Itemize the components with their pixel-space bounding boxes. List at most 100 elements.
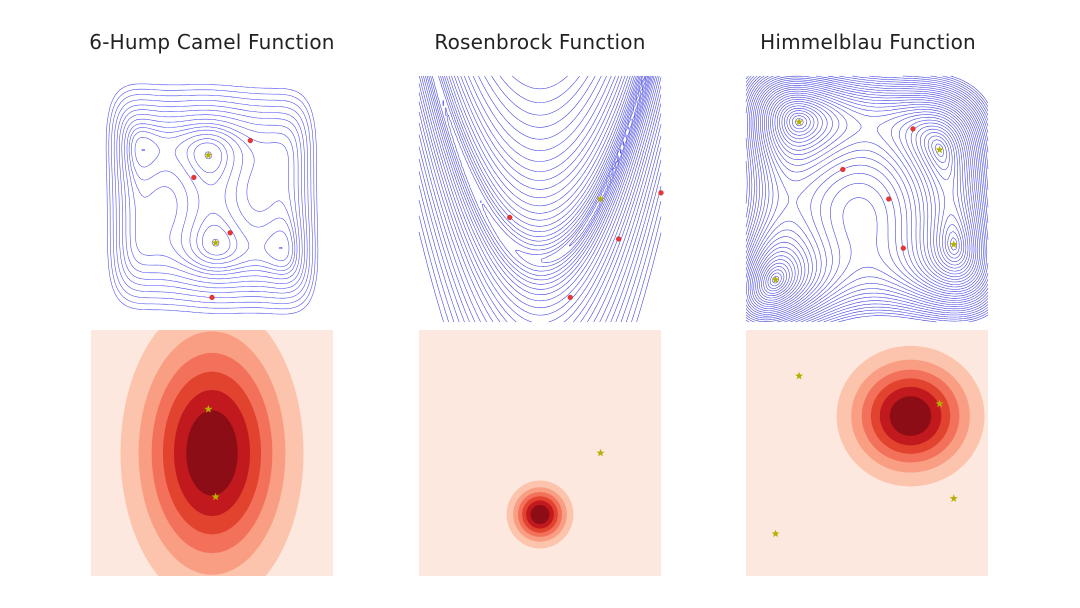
heatmap-band: [530, 504, 550, 525]
contour-line: [418, 215, 662, 323]
contour-line: [111, 94, 313, 304]
contour-line: [745, 86, 986, 315]
contour-line: [745, 75, 989, 323]
optimum-star: [771, 529, 780, 538]
contour-line: [745, 75, 989, 323]
optimum-star: [795, 117, 804, 126]
contour-line: [418, 75, 662, 323]
contour-line: [772, 118, 958, 284]
sample-point: [900, 245, 906, 251]
contour-line: [418, 75, 662, 323]
contour-line: [748, 90, 982, 311]
contour-line: [763, 107, 967, 294]
contour-line: [126, 123, 298, 275]
contour-line: [430, 75, 652, 285]
contour-line: [113, 99, 311, 299]
contour-line: [745, 75, 989, 323]
contour-line: [745, 75, 989, 323]
contour-line: [423, 75, 658, 308]
contour-line: [418, 75, 662, 323]
contour-line: [757, 101, 973, 301]
sample-point: [658, 190, 664, 196]
sample-point: [567, 294, 573, 301]
contour-line: [105, 83, 319, 315]
sample-point: [191, 174, 197, 181]
contour-line: [745, 75, 989, 323]
contour-line: [745, 83, 989, 319]
heatmap-panel-camel: [91, 330, 333, 576]
sample-point: [616, 236, 622, 242]
contour-line: [425, 75, 656, 302]
contour-line: [745, 75, 989, 323]
contour-line: [418, 200, 662, 323]
contour-line: [418, 75, 662, 323]
contour-line: [751, 94, 979, 307]
contour-line: [141, 138, 283, 260]
sample-point: [910, 126, 916, 132]
contour-line: [426, 75, 655, 295]
optimum-star: [935, 145, 944, 154]
contour-line: [769, 115, 960, 287]
contour-line: [745, 75, 989, 323]
contour-line: [116, 104, 308, 294]
panel-title-camel: 6-Hump Camel Function: [89, 30, 334, 54]
contour-line: [745, 85, 988, 317]
optimum-star: [596, 194, 605, 203]
contour-line: [134, 134, 290, 264]
contour-line: [418, 75, 662, 323]
optimum-star: [204, 150, 213, 159]
contour-line: [541, 75, 646, 263]
contour-panel-rosenbrock: [418, 75, 664, 323]
contour-line: [419, 75, 662, 323]
sample-point: [209, 294, 215, 301]
contour-line: [745, 81, 989, 321]
contour-line: [759, 103, 971, 299]
optimum-star: [935, 399, 944, 408]
optimum-star: [771, 275, 780, 284]
contour-line: [418, 231, 662, 323]
sample-point: [507, 214, 513, 221]
heatmap-band: [889, 396, 932, 436]
heatmap-panel-himmelblau: [746, 330, 988, 576]
optimum-star: [949, 494, 958, 502]
contour-line: [761, 105, 969, 296]
optimum-star: [204, 404, 213, 413]
contour-line: [745, 75, 989, 323]
contour-line: [418, 75, 662, 323]
contour-line: [755, 99, 975, 303]
heatmap-band: [186, 410, 238, 496]
contour-line: [568, 119, 632, 247]
contour-line: [418, 75, 662, 323]
contour-line: [480, 75, 649, 272]
optimum-star: [211, 492, 220, 501]
panel-title-himmelblau: Himmelblau Function: [760, 30, 976, 54]
panel-title-rosenbrock: Rosenbrock Function: [434, 30, 645, 54]
contour-line: [745, 77, 989, 323]
contour-line: [128, 126, 296, 272]
contour-line: [418, 75, 662, 323]
contour-line: [131, 129, 293, 269]
contour-line: [108, 88, 316, 310]
optimum-star: [211, 238, 220, 247]
contour-line: [746, 88, 984, 313]
contour-line: [767, 112, 962, 289]
sample-point: [886, 196, 892, 202]
optimum-star: [596, 448, 605, 457]
contour-line: [431, 75, 651, 281]
contour-line: [204, 151, 220, 247]
contour-line: [745, 79, 989, 322]
contour-line: [124, 118, 300, 280]
contour-line: [193, 142, 231, 256]
contour-panel-himmelblau: [745, 75, 989, 323]
sample-point: [840, 166, 846, 173]
contour-panel-camel: [105, 83, 319, 315]
sample-point: [247, 137, 253, 144]
contour-line: [753, 96, 977, 305]
contour-line: [428, 75, 653, 290]
optimum-star: [795, 371, 804, 380]
contour-line: [119, 109, 305, 289]
contour-line: [745, 75, 989, 323]
contour-line: [442, 75, 650, 276]
contour-line: [421, 75, 660, 316]
